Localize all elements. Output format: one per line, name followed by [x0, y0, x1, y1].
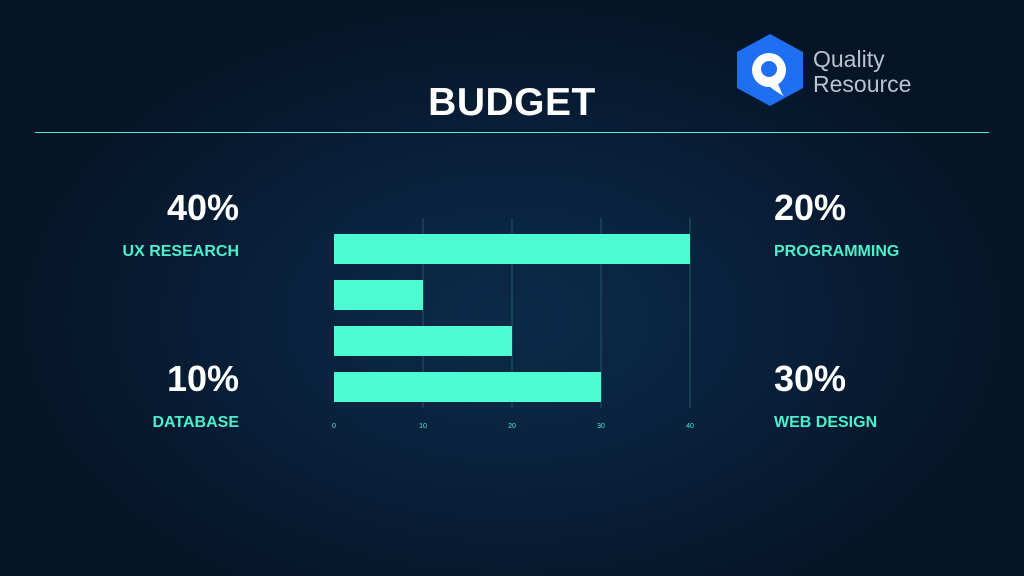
- x-tick-label-20: 20: [508, 423, 516, 430]
- stat-programming-label: PROGRAMMING: [774, 243, 900, 260]
- stat-programming-value: 20%: [774, 187, 847, 228]
- x-tick-label-10: 10: [419, 423, 427, 430]
- stat-web-design: 30% WEB DESIGN: [774, 359, 974, 433]
- bar-1: [334, 280, 423, 310]
- q-hexagon-logo-icon: [737, 34, 803, 106]
- stat-database: 10% DATABASE: [39, 359, 239, 433]
- bar-0: [334, 234, 690, 264]
- logo-text-quality: Quality: [813, 46, 885, 72]
- stat-web-design-value: 30%: [774, 358, 847, 399]
- stat-database-label: DATABASE: [152, 414, 239, 431]
- quality-resource-logo: Quality Resource: [732, 32, 952, 108]
- stat-ux-research: 40% UX RESEARCH: [39, 188, 239, 262]
- bar-3: [334, 372, 601, 402]
- x-tick-label-40: 40: [686, 423, 694, 430]
- logo-text-resource: Resource: [813, 71, 912, 97]
- stat-web-design-label: WEB DESIGN: [774, 414, 878, 431]
- slide-title: BUDGET: [428, 81, 596, 124]
- stat-ux-research-label: UX RESEARCH: [122, 243, 239, 260]
- x-tick-label-30: 30: [597, 423, 605, 430]
- title-divider: [35, 132, 989, 133]
- bar-2: [334, 326, 512, 356]
- stat-programming: 20% PROGRAMMING: [774, 188, 974, 262]
- x-tick-label-0: 0: [332, 423, 336, 430]
- stat-database-value: 10%: [166, 358, 239, 399]
- stat-ux-research-value: 40%: [166, 187, 239, 228]
